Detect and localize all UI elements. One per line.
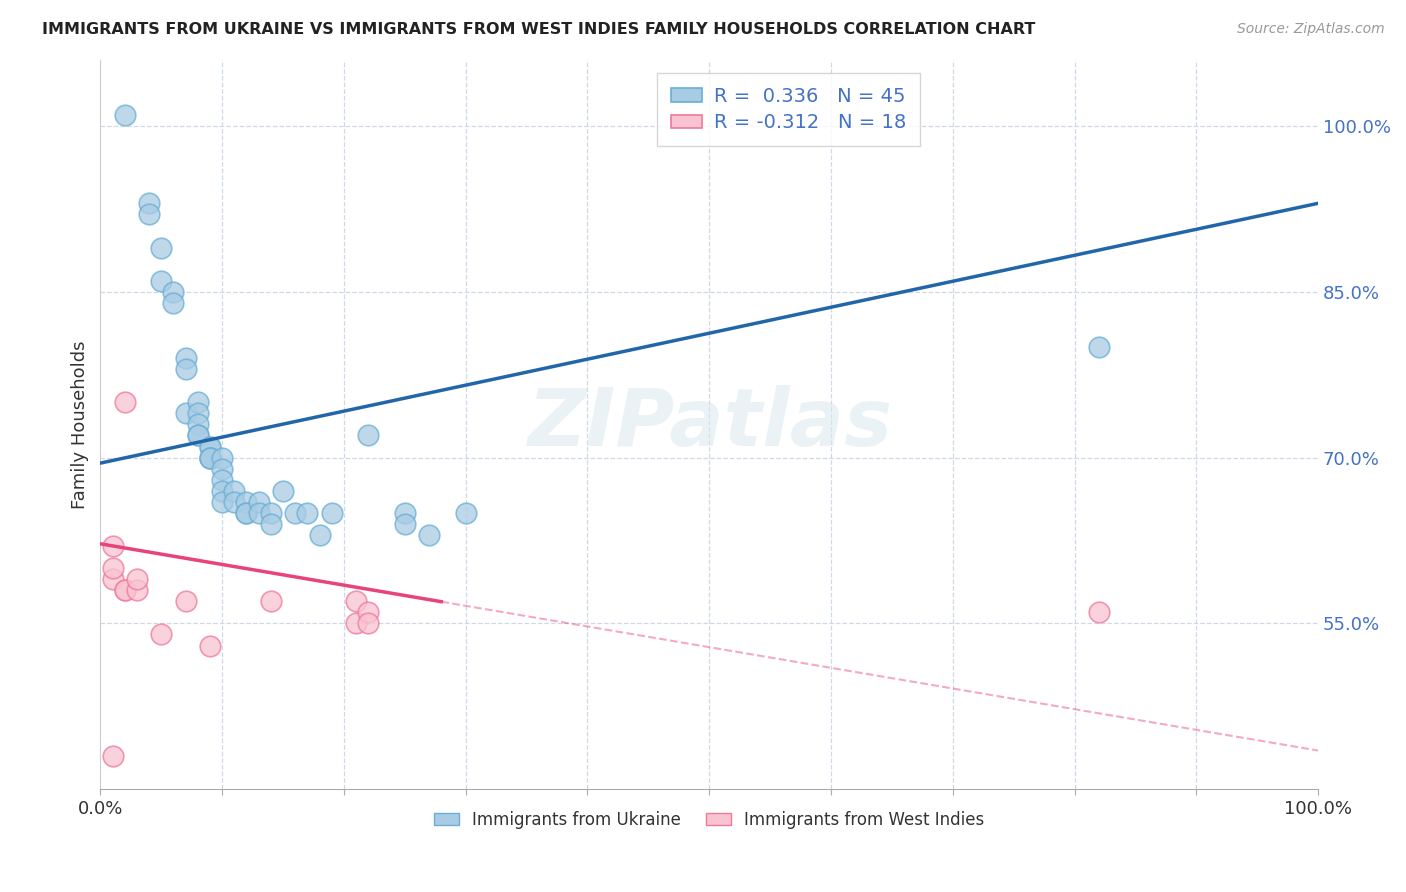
Point — [235, 495, 257, 509]
Point — [174, 351, 197, 365]
Point — [187, 417, 209, 432]
Point — [187, 428, 209, 442]
Point — [198, 639, 221, 653]
Point — [125, 572, 148, 586]
Point — [344, 594, 367, 608]
Point — [260, 506, 283, 520]
Point — [357, 428, 380, 442]
Point — [260, 594, 283, 608]
Point — [125, 583, 148, 598]
Point — [247, 506, 270, 520]
Point — [284, 506, 307, 520]
Point — [418, 528, 440, 542]
Point — [247, 495, 270, 509]
Text: IMMIGRANTS FROM UKRAINE VS IMMIGRANTS FROM WEST INDIES FAMILY HOUSEHOLDS CORRELA: IMMIGRANTS FROM UKRAINE VS IMMIGRANTS FR… — [42, 22, 1036, 37]
Point — [308, 528, 330, 542]
Point — [101, 539, 124, 553]
Point — [211, 495, 233, 509]
Point — [394, 506, 416, 520]
Point — [198, 450, 221, 465]
Point — [101, 749, 124, 764]
Point — [114, 583, 136, 598]
Point — [198, 440, 221, 454]
Point — [198, 440, 221, 454]
Point — [174, 594, 197, 608]
Point — [198, 450, 221, 465]
Point — [187, 406, 209, 420]
Text: Source: ZipAtlas.com: Source: ZipAtlas.com — [1237, 22, 1385, 37]
Point — [271, 483, 294, 498]
Point — [150, 274, 173, 288]
Point — [211, 483, 233, 498]
Point — [162, 295, 184, 310]
Text: ZIPatlas: ZIPatlas — [527, 385, 891, 464]
Legend: Immigrants from Ukraine, Immigrants from West Indies: Immigrants from Ukraine, Immigrants from… — [427, 805, 991, 836]
Point — [357, 605, 380, 619]
Point — [101, 572, 124, 586]
Point — [187, 395, 209, 409]
Point — [357, 616, 380, 631]
Point — [224, 483, 246, 498]
Point — [174, 362, 197, 376]
Point — [1088, 605, 1111, 619]
Point — [1088, 340, 1111, 354]
Point — [394, 516, 416, 531]
Point — [138, 207, 160, 221]
Point — [114, 108, 136, 122]
Point — [174, 406, 197, 420]
Point — [224, 495, 246, 509]
Point — [235, 506, 257, 520]
Point — [211, 461, 233, 475]
Point — [101, 561, 124, 575]
Point — [344, 616, 367, 631]
Point — [198, 450, 221, 465]
Point — [162, 285, 184, 299]
Point — [260, 516, 283, 531]
Point — [454, 506, 477, 520]
Point — [138, 196, 160, 211]
Point — [187, 428, 209, 442]
Y-axis label: Family Households: Family Households — [72, 340, 89, 508]
Point — [321, 506, 343, 520]
Point — [211, 450, 233, 465]
Point — [211, 473, 233, 487]
Point — [150, 241, 173, 255]
Point — [114, 583, 136, 598]
Point — [235, 506, 257, 520]
Point — [297, 506, 319, 520]
Point — [150, 627, 173, 641]
Point — [114, 395, 136, 409]
